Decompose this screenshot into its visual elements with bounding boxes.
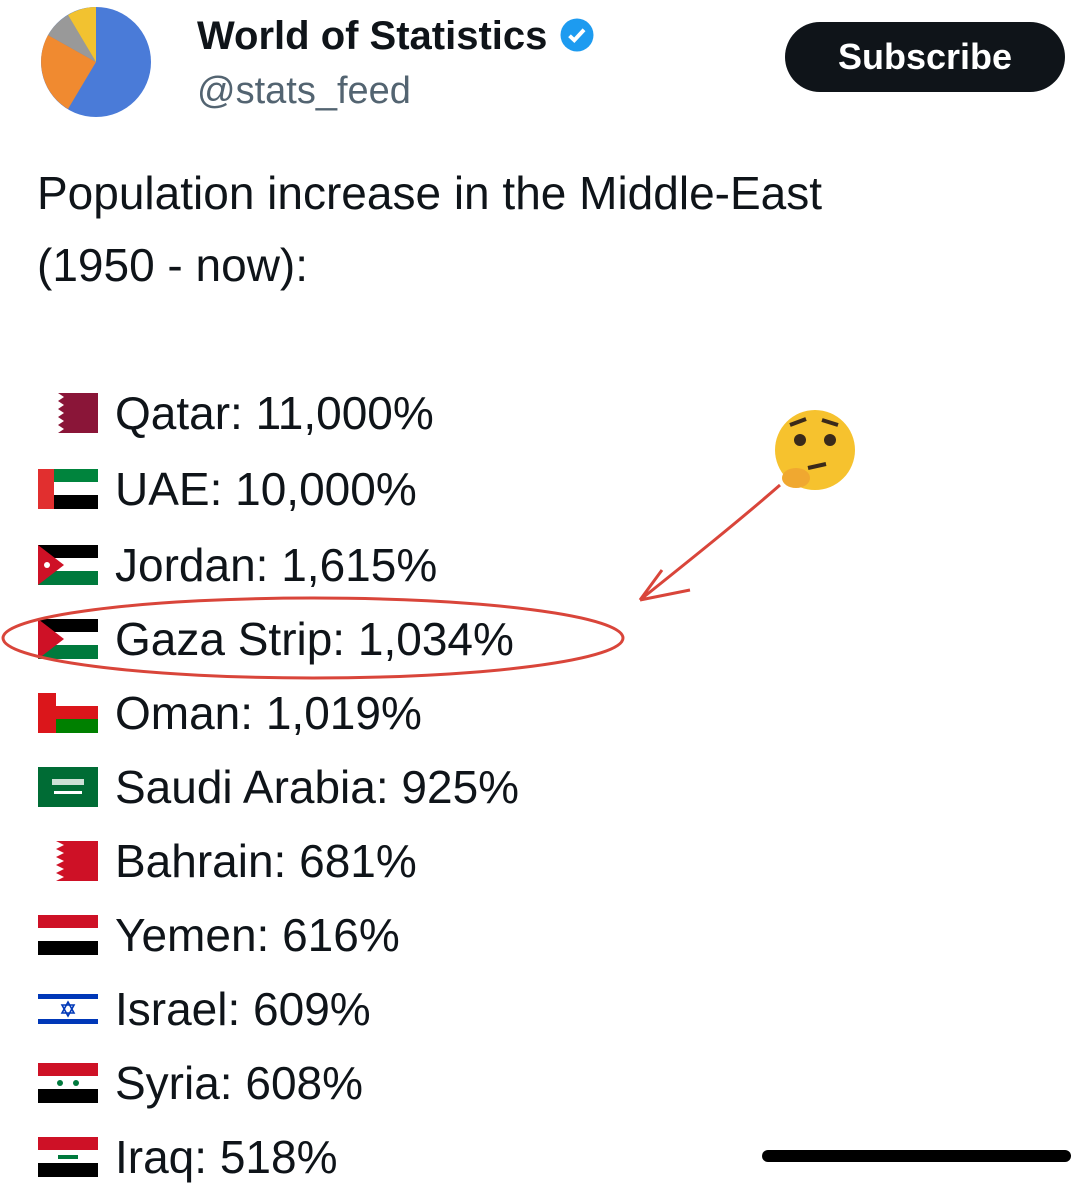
flag [38, 915, 98, 955]
flag [38, 693, 98, 733]
verified-badge [560, 18, 594, 52]
list-item-text: Iraq: 518% [115, 1131, 338, 1183]
list-item: Iraq: 518% [37, 1127, 337, 1187]
flag [38, 619, 98, 659]
list-item: Bahrain: 681% [37, 831, 417, 891]
list-item: Qatar: 11,000% [37, 383, 434, 443]
post-text: Population increase in the Middle-East [37, 167, 823, 219]
home-indicator [762, 1150, 1071, 1162]
flag [38, 767, 98, 807]
post-text: (1950 - now): [37, 239, 309, 291]
list-item-text: Jordan: 1,615% [115, 539, 438, 591]
flag [38, 545, 98, 585]
list-item-text: Syria: 608% [115, 1057, 364, 1109]
list-item: UAE: 10,000% [37, 459, 417, 519]
list-item-text: Yemen: 616% [115, 909, 400, 961]
list-item: Israel: 609% [37, 979, 371, 1039]
list-item: Saudi Arabia: 925% [37, 757, 519, 817]
author-name[interactable]: World of Statistics [197, 14, 595, 59]
flag [38, 1063, 98, 1103]
list-item: Syria: 608% [37, 1053, 363, 1113]
list-item: Jordan: 1,615% [37, 535, 437, 595]
flag [38, 469, 98, 509]
list-item-text: Qatar: 11,000% [115, 387, 434, 439]
list-item-text: Oman: 1,019% [115, 687, 422, 739]
author-handle[interactable]: @stats_feed [197, 70, 411, 112]
flag [38, 393, 98, 433]
thinking-emoji [775, 410, 855, 490]
list-item: Yemen: 616% [37, 905, 400, 965]
list-item-text: Saudi Arabia: 925% [115, 761, 520, 813]
flag [38, 1137, 98, 1177]
arrow [638, 483, 781, 602]
flag [38, 841, 98, 881]
author-name-text: World of Statistics [197, 14, 548, 58]
list-item-text: Gaza Strip: 1,034% [115, 613, 514, 665]
avatar[interactable] [40, 6, 152, 118]
list-item-text: UAE: 10,000% [115, 463, 417, 515]
list-item: Oman: 1,019% [37, 683, 422, 743]
list-item-text: Bahrain: 681% [115, 835, 417, 887]
list-item: Gaza Strip: 1,034% [37, 609, 514, 669]
subscribe-button[interactable]: Subscribe [785, 22, 1065, 92]
list-item-text: Israel: 609% [115, 983, 371, 1035]
flag [38, 989, 98, 1029]
